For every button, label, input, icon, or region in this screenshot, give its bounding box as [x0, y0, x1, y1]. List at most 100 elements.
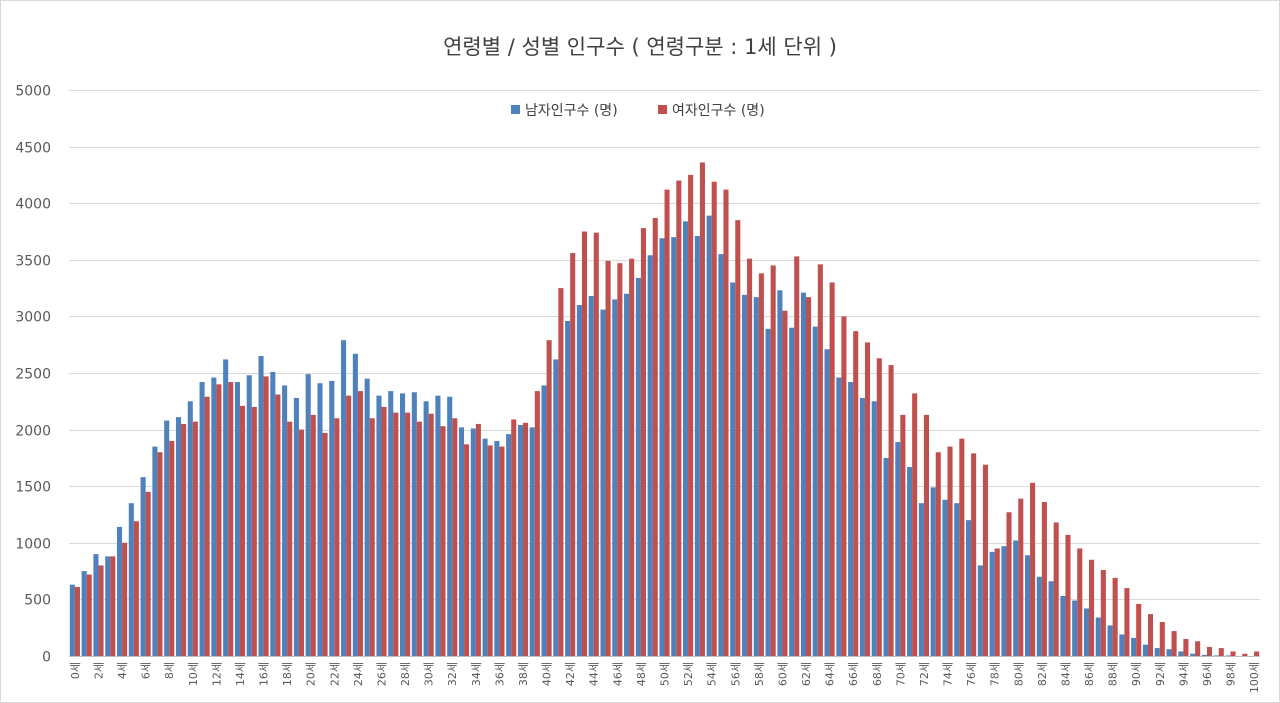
x-tick-label: 14세 [234, 662, 247, 686]
male-bar-29세 [411, 392, 417, 656]
male-bar-64세 [824, 349, 830, 656]
female-bar-50세 [664, 189, 670, 656]
female-bar-81세 [1030, 482, 1036, 656]
male-bar-84세 [1060, 596, 1066, 656]
female-bar-45세 [605, 260, 611, 656]
x-tick-label: 6세 [140, 662, 153, 679]
female-bar-48세 [640, 228, 646, 656]
male-bar-51세 [671, 237, 677, 656]
male-bar-11세 [199, 382, 205, 656]
male-bar-9세 [175, 417, 182, 656]
female-bar-66세 [853, 331, 859, 656]
x-tick-label: 52세 [682, 662, 695, 686]
male-bar-85세 [1072, 600, 1078, 656]
female-bar-63세 [817, 264, 823, 656]
x-tick-label: 86세 [1083, 662, 1096, 686]
male-bar-73세 [930, 487, 936, 656]
male-bar-20세 [305, 374, 311, 656]
female-bar-46세 [617, 263, 623, 656]
female-bar-70세 [900, 414, 906, 656]
male-bar-14세 [234, 382, 240, 656]
female-bar-12세 [216, 384, 222, 656]
male-bar-4세 [116, 526, 123, 656]
male-bar-93세 [1166, 649, 1172, 656]
female-bar-92세 [1159, 622, 1165, 656]
y-tick-label: 5000 [15, 84, 51, 100]
x-axis: 0세 2세 4세 6세 8세 10세 12세 14세 16세 18세 20세 22세 24세 26세 28세… [69, 662, 1261, 693]
male-bar-82세 [1036, 576, 1042, 656]
male-bar-42세 [565, 320, 571, 656]
female-bar-67세 [864, 342, 871, 656]
legend-swatch-male [511, 105, 520, 114]
female-bar-60세 [782, 310, 788, 656]
female-bar-16세 [263, 376, 269, 656]
male-bar-41세 [553, 359, 559, 656]
male-bar-43세 [576, 305, 582, 656]
x-tick-label: 50세 [659, 662, 672, 686]
male-bar-56세 [730, 282, 736, 656]
male-bar-98세 [1225, 655, 1231, 656]
male-bar-59세 [765, 328, 771, 656]
x-tick-label: 76세 [965, 662, 978, 686]
male-bar-19세 [293, 397, 299, 656]
female-bar-22세 [334, 418, 340, 656]
legend-label-female: 여자인구수 (명) [672, 103, 765, 119]
male-bar-0세 [69, 584, 75, 656]
female-bar-55세 [723, 189, 729, 656]
female-bar-51세 [676, 180, 682, 656]
male-bar-52세 [683, 221, 689, 656]
female-bar-18세 [287, 421, 293, 656]
male-bar-2세 [93, 554, 99, 656]
male-bar-62세 [800, 292, 806, 656]
x-tick-label: 94세 [1177, 662, 1190, 686]
male-bar-50세 [659, 238, 665, 657]
male-bar-97세 [1213, 655, 1219, 656]
female-bar-90세 [1136, 603, 1142, 656]
male-bar-17세 [270, 371, 276, 656]
male-bar-31세 [435, 395, 441, 656]
male-bar-34세 [470, 428, 476, 656]
female-bar-5세 [133, 521, 139, 656]
legend-swatch-female [658, 105, 667, 114]
female-bar-89세 [1124, 588, 1130, 656]
female-bar-26세 [381, 406, 387, 656]
female-bar-82세 [1041, 502, 1047, 656]
female-bar-95세 [1195, 641, 1201, 656]
male-bar-57세 [741, 294, 748, 656]
male-bar-47세 [624, 293, 630, 656]
female-bar-98세 [1230, 651, 1236, 656]
male-bar-79세 [1001, 546, 1007, 656]
female-bar-21세 [322, 433, 328, 656]
female-bar-19세 [298, 429, 305, 656]
female-bar-53세 [699, 162, 705, 656]
female-bar-33세 [464, 444, 470, 656]
male-bar-87세 [1095, 617, 1101, 656]
y-tick-label: 4500 [15, 141, 51, 157]
male-bar-18세 [282, 385, 288, 656]
female-bar-56세 [735, 220, 741, 656]
male-bar-72세 [918, 503, 924, 656]
x-tick-label: 42세 [564, 662, 577, 686]
female-bar-58세 [758, 273, 764, 656]
male-bar-6세 [140, 477, 146, 656]
legend-label-male: 남자인구수 (명) [525, 103, 618, 119]
female-bar-93세 [1171, 631, 1177, 656]
female-bar-49세 [652, 217, 658, 657]
male-bar-75세 [954, 503, 960, 656]
x-tick-label: 4세 [116, 662, 129, 679]
x-tick-label: 58세 [753, 662, 766, 686]
male-bar-46세 [612, 299, 618, 656]
male-bar-40세 [541, 385, 547, 656]
male-bar-38세 [517, 425, 523, 656]
x-tick-label: 10세 [187, 662, 200, 686]
male-bar-89세 [1119, 634, 1125, 656]
male-bar-83세 [1048, 581, 1054, 656]
x-tick-label: 36세 [493, 662, 506, 686]
male-bar-55세 [718, 254, 724, 656]
male-bar-35세 [482, 438, 488, 656]
female-bar-35세 [487, 445, 493, 656]
y-tick-label: 4000 [15, 197, 51, 213]
y-tick-label: 0 [42, 650, 51, 666]
